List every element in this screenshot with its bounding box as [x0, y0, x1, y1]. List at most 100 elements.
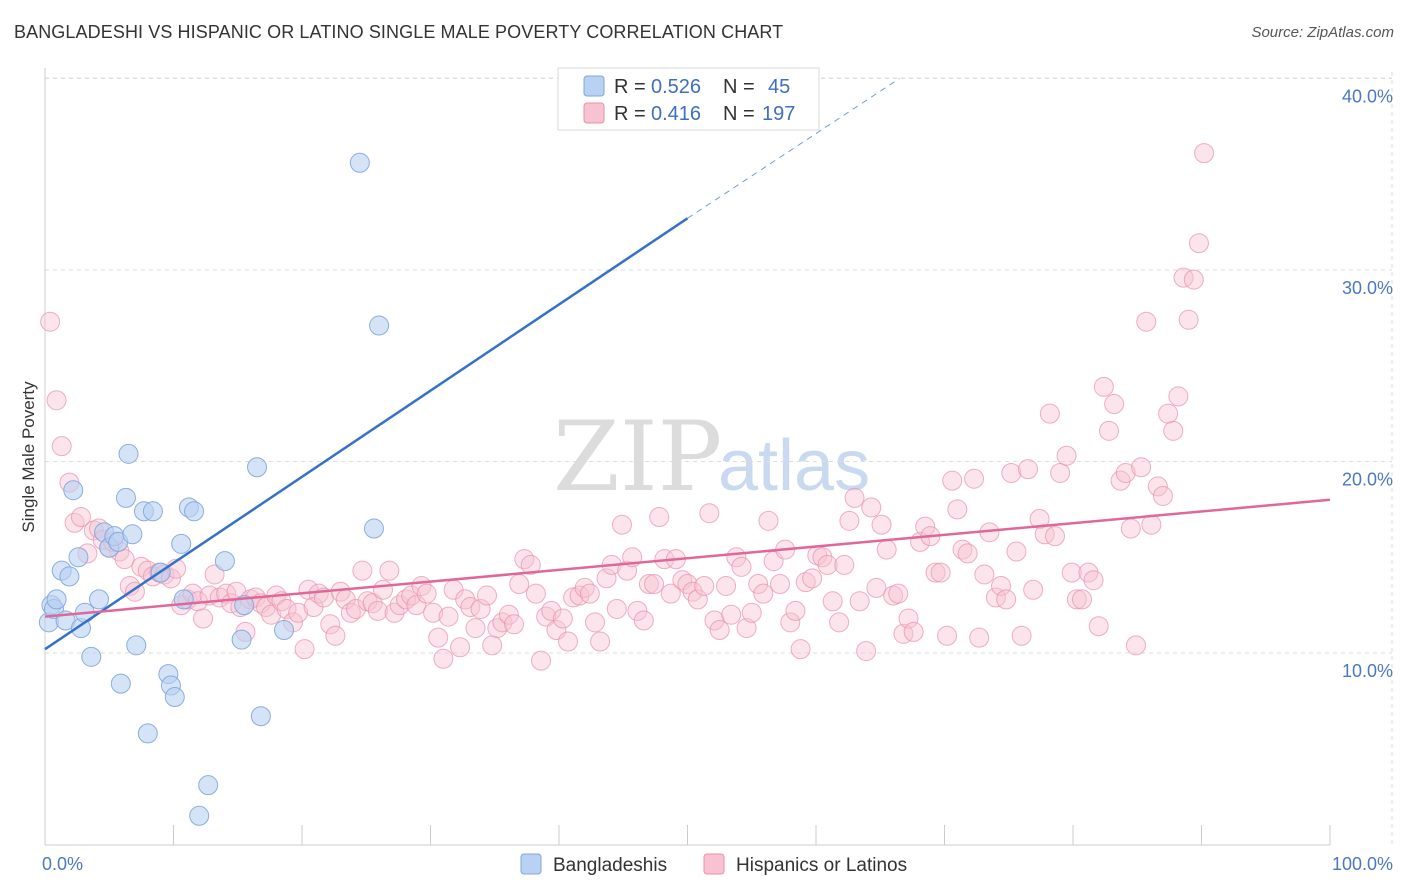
bangladeshi-point — [142, 501, 163, 522]
hispanic-point — [866, 577, 887, 598]
hispanic-point — [780, 612, 801, 633]
hispanic-point — [1115, 462, 1136, 483]
hispanic-point — [1152, 485, 1173, 506]
y-tick-label: 10.0% — [1342, 661, 1393, 681]
hispanic-point — [817, 554, 838, 575]
hispanic-point — [428, 627, 449, 648]
hispanic-point — [925, 562, 946, 583]
bangladeshi-point — [274, 620, 295, 641]
y-tick-label: 30.0% — [1342, 278, 1393, 298]
hispanic-point — [1178, 309, 1199, 330]
legend-n-value: 197 — [762, 103, 795, 125]
hispanic-point — [40, 311, 61, 332]
bangladeshi-point — [231, 629, 252, 650]
hispanic-point — [1093, 376, 1114, 397]
legend-r-label: R = — [614, 76, 646, 98]
hispanic-point — [590, 631, 611, 652]
hispanic-point — [969, 627, 990, 648]
axes — [44, 68, 1331, 846]
hispanic-point — [504, 614, 525, 635]
hispanic-point — [785, 600, 806, 621]
legend-n-label: N = — [723, 103, 755, 125]
hispanic-point — [871, 514, 892, 535]
hispanic-point — [1023, 579, 1044, 600]
legend-r-label: R = — [614, 103, 646, 125]
hispanic-point — [325, 625, 346, 646]
hispanic-point — [611, 514, 632, 535]
hispanic-point — [51, 436, 72, 457]
bottom-legend-label-bangladeshis: Bangladeshis — [553, 855, 667, 876]
hispanic-point — [1188, 233, 1209, 254]
bangladeshi-point — [173, 589, 194, 610]
hispanic-point — [64, 512, 85, 533]
tick-labels: 10.0% 20.0% 30.0% 40.0% 0.0% 100.0% — [42, 87, 1393, 875]
hispanic-point — [748, 574, 769, 595]
hispanic-point — [1045, 526, 1066, 547]
hispanic-point — [736, 618, 757, 639]
hispanic-point — [460, 597, 481, 618]
hispanic-point — [876, 539, 897, 560]
hispanic-point — [1001, 462, 1022, 483]
hispanic-point — [288, 602, 309, 623]
bangladeshi-point — [349, 152, 370, 173]
hispanic-point — [477, 585, 498, 606]
hispanic-point — [482, 635, 503, 656]
hispanic-point — [557, 631, 578, 652]
hispanic-point — [276, 598, 297, 619]
bangladeshi-point — [363, 518, 384, 539]
bangladeshi-point — [63, 480, 84, 501]
hispanic-point — [1125, 635, 1146, 656]
trendlines — [44, 78, 1331, 651]
hispanic-point — [1056, 445, 1077, 466]
bangladeshi-point — [115, 487, 136, 508]
hispanic-point — [1098, 420, 1119, 441]
x-tick-label: 100.0% — [1332, 854, 1393, 874]
source-credit: Source: ZipAtlas.com — [1251, 24, 1394, 41]
bangladeshi-point — [68, 547, 89, 568]
legend: R = 0.526 N = 45 R = 0.416 N = 197 — [557, 67, 820, 131]
hispanic-point — [579, 583, 600, 604]
hispanic-point — [1163, 420, 1184, 441]
watermark-zip: ZIP — [553, 401, 722, 513]
hispanic-point — [531, 650, 552, 671]
hispanic-point — [1120, 518, 1141, 539]
hispanic-point — [991, 575, 1012, 596]
hispanic-point — [1104, 394, 1125, 415]
watermark-atlas: atlas — [718, 426, 870, 506]
hispanic-point — [947, 499, 968, 520]
bangladeshi-point — [46, 589, 67, 610]
hispanic-point — [660, 583, 681, 604]
legend-r-value: 0.416 — [651, 103, 701, 125]
legend-n-label: N = — [723, 76, 755, 98]
hispanic-point — [829, 612, 850, 633]
hispanic-point — [721, 604, 742, 625]
bangladeshi-points — [38, 68, 584, 826]
hispanic-point — [514, 549, 535, 570]
bangladeshi-point — [126, 635, 147, 656]
hispanic-point — [974, 564, 995, 585]
hispanic-point — [470, 598, 491, 619]
hispanic-point — [70, 507, 91, 528]
hispanic-point — [861, 497, 882, 518]
bangladeshi-point — [118, 443, 139, 464]
hispanic-point — [758, 510, 779, 531]
hispanic-point — [433, 648, 454, 669]
hispanic-point — [1136, 311, 1157, 332]
hispanic-point — [839, 510, 860, 531]
bottom-legend: Bangladeshis Hispanics or Latinos — [520, 853, 907, 876]
hispanic-point — [942, 470, 963, 491]
hispanic-point — [716, 575, 737, 596]
hispanic-point — [753, 583, 774, 604]
hispanic-point — [450, 637, 471, 658]
bangladeshi-point — [247, 457, 268, 478]
bangladeshi-point — [250, 706, 271, 727]
legend-r-value: 0.526 — [651, 76, 701, 98]
bangladeshi-point — [369, 315, 390, 336]
hispanic-point — [465, 618, 486, 639]
x-tick-label: 0.0% — [42, 854, 83, 874]
hispanic-point — [964, 468, 985, 489]
hispanic-point — [985, 587, 1006, 608]
hispanic-point — [525, 583, 546, 604]
hispanic-point — [790, 639, 811, 660]
hispanic-point — [770, 574, 791, 595]
